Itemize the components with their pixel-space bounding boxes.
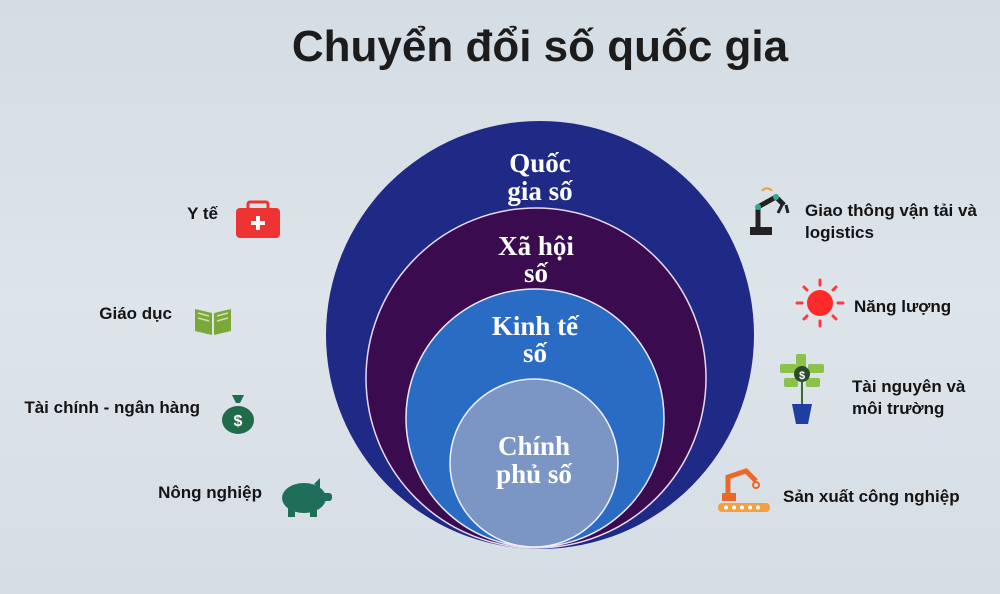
label-line: logistics [805,223,874,242]
svg-text:$: $ [234,413,243,430]
sector-label-nong-nghiep: Nông nghiệp [158,483,262,502]
label-line: Sản xuất công nghiệp [783,487,960,506]
ring-label: phủ số [496,459,572,489]
page-title: Chuyển đổi số quốc gia [291,22,789,71]
svg-text:$: $ [799,370,805,382]
label-line: môi trường [852,399,945,418]
sector-label-giao-thong: Giao thông vận tải và logistics [805,200,977,244]
first-aid-kit-icon [236,200,280,238]
money-bag-icon: $ [222,395,254,434]
factory-robot-icon [718,468,770,512]
sector-label-tai-nguyen: Tài nguyên và môi trường [852,376,965,420]
ring-label: Xã hội [498,231,574,261]
ring-label: gia số [507,176,573,206]
ring-label: số [524,258,549,288]
pig-icon [282,478,332,517]
ring-label: số [523,338,548,368]
label-line: Tài nguyên và [852,377,966,396]
ring-label: Chính [498,431,570,461]
sector-label-nang-luong: Năng lượng [854,296,951,318]
ring-chinh-phu-so: Chính phủ số [449,378,619,548]
label-line: Năng lượng [854,297,952,316]
label-line: Giao thông vận tải và [805,201,977,220]
ring-label: Quốc [509,148,571,178]
money-plant-icon: $ [780,354,824,424]
sector-label-san-xuat: Sản xuất công nghiệp [783,486,960,508]
sector-label-giao-duc: Giáo dục [99,304,172,323]
sun-icon [795,278,845,328]
sector-label-y-te: Y tế [187,204,218,223]
robot-arm-icon [750,187,790,235]
book-icon [195,309,231,335]
sector-label-tai-chinh-ngan-hang: Tài chính - ngân hàng [24,398,200,417]
ring-label: Kinh tế [492,311,580,341]
